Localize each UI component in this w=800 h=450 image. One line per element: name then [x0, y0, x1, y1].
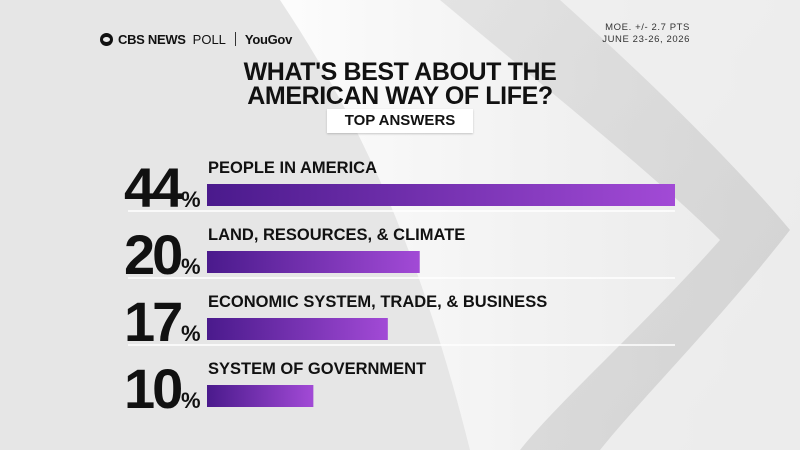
- category-label: SYSTEM OF GOVERNMENT: [208, 360, 426, 378]
- bar: [207, 385, 314, 407]
- chart-title: WHAT'S BEST ABOUT THE AMERICAN WAY OF LI…: [243, 58, 557, 110]
- chart-subtitle: TOP ANSWERS: [327, 109, 473, 133]
- brand-divider: [234, 32, 236, 46]
- poll-dates: JUNE 23-26, 2026: [602, 34, 690, 45]
- brand-poll: POLL: [192, 31, 226, 47]
- bar: [207, 184, 675, 206]
- brand-partner: YouGov: [244, 31, 292, 47]
- value-label: 10: [124, 357, 181, 420]
- cbs-eye-icon: [100, 32, 113, 46]
- category-label: PEOPLE IN AMERICA: [208, 159, 377, 177]
- margin-of-error: MOE. +/- 2.7 PTS: [605, 22, 690, 33]
- poll-meta: MOE. +/- 2.7 PTS JUNE 23-26, 2026: [602, 22, 690, 46]
- percent-sign: %: [181, 321, 201, 346]
- percent-sign: %: [181, 254, 201, 279]
- brand-logo: CBS NEWS POLL YouGov: [100, 31, 292, 47]
- value-label: 20: [124, 223, 181, 286]
- bar: [207, 251, 420, 273]
- bar: [207, 318, 388, 340]
- brand-news: CBS NEWS: [118, 31, 186, 47]
- percent-sign: %: [181, 187, 201, 212]
- value-label: 44: [124, 156, 183, 219]
- value-label: 17: [124, 290, 181, 353]
- percent-sign: %: [181, 388, 201, 413]
- category-label: ECONOMIC SYSTEM, TRADE, & BUSINESS: [208, 293, 547, 311]
- category-label: LAND, RESOURCES, & CLIMATE: [208, 226, 465, 244]
